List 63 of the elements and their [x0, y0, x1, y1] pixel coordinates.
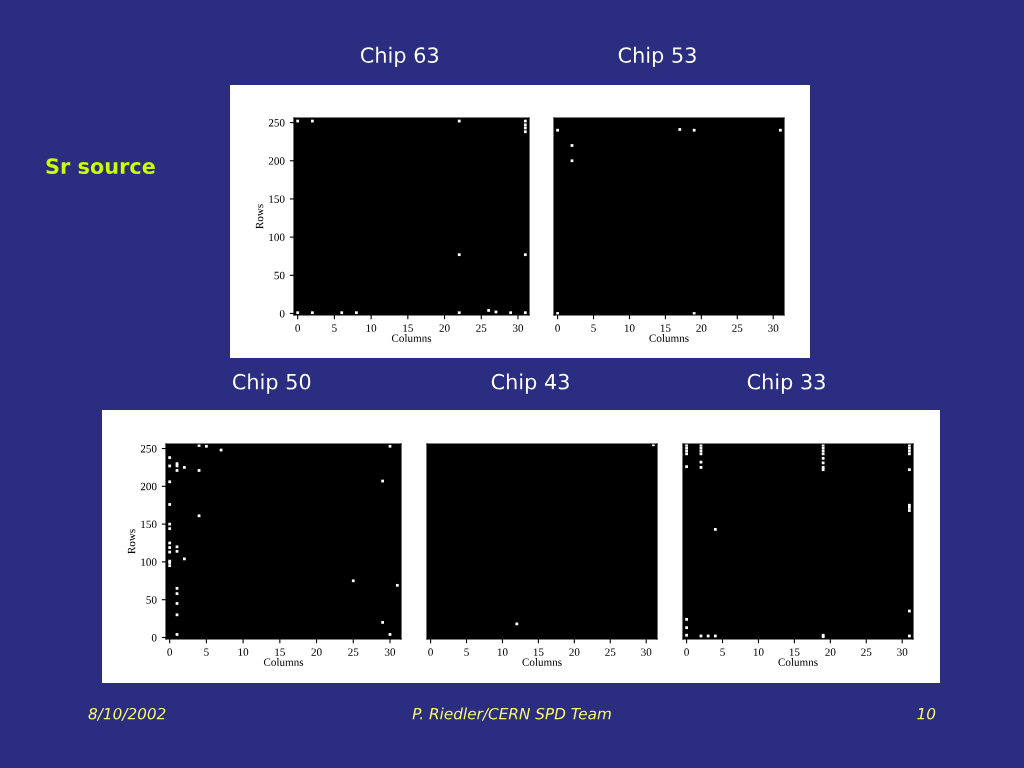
x-tick-label: 20 [825, 648, 836, 656]
x-tick-label: 5 [464, 648, 469, 656]
x-tick-label: 30 [768, 324, 779, 332]
y-tick-label: 200 [268, 157, 285, 165]
x-axis-title: Columns [649, 334, 689, 342]
text: Sr source [46, 158, 155, 175]
y-tick-label: 0 [151, 633, 157, 642]
x-tick-label: 0 [684, 648, 689, 656]
x-tick-label: 0 [295, 324, 301, 332]
x-tick-label: 10 [238, 648, 249, 656]
y-tick-label: 100 [269, 233, 285, 242]
x-tick-label: 20 [569, 648, 580, 656]
y-tick-label: 150 [141, 520, 157, 529]
chart-title: Chip 53 [618, 46, 696, 68]
x-tick-label: 5 [720, 648, 725, 656]
x-tick-label: 20 [439, 324, 450, 332]
x-tick-label: 10 [366, 324, 377, 332]
x-tick-label: 5 [591, 324, 596, 332]
x-tick-label: 0 [167, 648, 173, 656]
x-tick-label: 15 [660, 324, 671, 332]
x-tick-label: 20 [696, 324, 707, 332]
x-tick-label: 30 [384, 648, 396, 656]
text: 8/10/2002 [88, 707, 166, 721]
y-tick-label: 250 [268, 119, 285, 127]
x-axis-title: Columns [522, 658, 562, 666]
y-tick-label: 50 [274, 271, 285, 280]
x-tick-label: 25 [605, 648, 616, 656]
chart-title: Chip 50 [232, 373, 311, 394]
y-axis-title: Rows [255, 204, 264, 229]
x-tick-label: 30 [512, 324, 524, 332]
x-tick-label: 15 [403, 324, 413, 332]
x-tick-label: 30 [641, 648, 652, 656]
x-axis-title: Columns [263, 658, 304, 666]
y-tick-label: 150 [269, 195, 285, 203]
x-tick-label: 15 [789, 648, 800, 656]
chart-title: Chip 33 [747, 373, 825, 394]
x-tick-label: 20 [311, 648, 322, 656]
x-tick-label: 25 [476, 324, 487, 332]
x-tick-label: 0 [428, 648, 433, 656]
x-tick-label: 5 [204, 648, 209, 656]
y-tick-label: 200 [140, 482, 157, 491]
x-tick-label: 15 [275, 648, 285, 656]
x-tick-label: 10 [497, 648, 508, 656]
x-axis-title: Columns [778, 658, 818, 666]
chart-title: Chip 63 [360, 46, 439, 68]
x-tick-label: 30 [897, 648, 908, 656]
x-tick-label: 25 [348, 648, 359, 656]
y-axis-title: Rows [127, 529, 136, 554]
text: 10 [917, 707, 936, 720]
y-tick-label: 250 [140, 445, 157, 453]
y-tick-label: 100 [141, 558, 157, 566]
x-axis-title: Columns [391, 334, 432, 342]
x-tick-label: 0 [555, 324, 560, 332]
x-tick-label: 10 [624, 324, 635, 332]
chart-title: Chip 43 [491, 373, 569, 394]
x-tick-label: 25 [732, 324, 743, 332]
x-tick-label: 5 [332, 324, 337, 332]
x-tick-label: 15 [533, 648, 544, 656]
x-tick-label: 25 [861, 648, 872, 656]
text: P. Riedler/CERN SPD Team [412, 707, 611, 721]
y-tick-label: 0 [279, 309, 285, 318]
x-tick-label: 10 [753, 648, 764, 656]
y-tick-label: 50 [146, 596, 157, 604]
